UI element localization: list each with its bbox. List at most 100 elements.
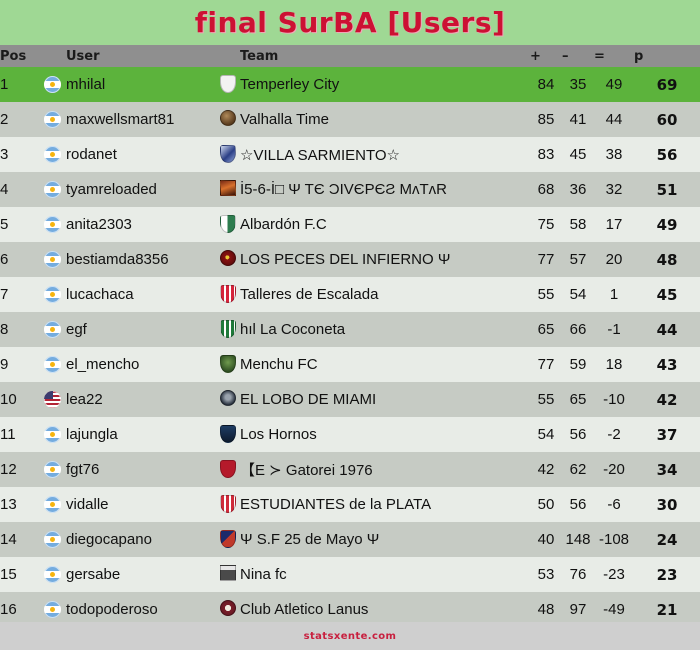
cell-team-name[interactable]: Nina fc: [240, 557, 530, 592]
cell-goals-against: 66: [562, 312, 594, 347]
cell-team-name[interactable]: Talleres de Escalada: [240, 277, 530, 312]
cell-goal-difference: 32: [594, 172, 634, 207]
column-header-minus[interactable]: –: [562, 45, 594, 67]
table-row[interactable]: 16 todopoderoso Club Atletico Lanus 48 97 -49…: [0, 592, 700, 627]
column-header-pos[interactable]: Pos: [0, 45, 38, 67]
cell-team-name[interactable]: Menchu FC: [240, 347, 530, 382]
cell-team-name[interactable]: Valhalla Time: [240, 102, 530, 137]
cell-team-badge: [216, 137, 240, 172]
cell-points: 37: [634, 417, 700, 452]
column-header-points[interactable]: p: [634, 45, 700, 67]
cell-team-name[interactable]: EL LOBO DE MIAMI: [240, 382, 530, 417]
cell-goals-against: 41: [562, 102, 594, 137]
cell-team-name[interactable]: Los Hornos: [240, 417, 530, 452]
cell-flag: [38, 487, 66, 522]
cell-username[interactable]: maxwellsmart81: [66, 102, 216, 137]
cell-username[interactable]: mhilal: [66, 67, 216, 102]
table-row[interactable]: 15 gersabe Nina fc 53 76 -23 23: [0, 557, 700, 592]
cell-username[interactable]: egf: [66, 312, 216, 347]
cell-goal-difference: -1: [594, 312, 634, 347]
cell-position: 15: [0, 557, 38, 592]
cell-goal-difference: 17: [594, 207, 634, 242]
table-row[interactable]: 2 maxwellsmart81 Valhalla Time 85 41 44 60: [0, 102, 700, 137]
cell-goals-for: 48: [530, 592, 562, 627]
cell-username[interactable]: lajungla: [66, 417, 216, 452]
table-row[interactable]: 6 bestiamda8356 LOS PECES DEL INFIERNO Ψ 77…: [0, 242, 700, 277]
flag-argentina-icon: [43, 76, 61, 94]
column-header-plus[interactable]: +: [530, 45, 562, 67]
cell-username[interactable]: gersabe: [66, 557, 216, 592]
cell-goals-for: 53: [530, 557, 562, 592]
cell-username[interactable]: fgt76: [66, 452, 216, 487]
cell-goals-for: 54: [530, 417, 562, 452]
table-row[interactable]: 5 anita2303 Albardón F.C 75 58 17 49: [0, 207, 700, 242]
cell-team-badge: [216, 102, 240, 137]
cell-points: 30: [634, 487, 700, 522]
cell-team-name[interactable]: LOS PECES DEL INFIERNO Ψ: [240, 242, 530, 277]
cell-username[interactable]: bestiamda8356: [66, 242, 216, 277]
cell-team-name[interactable]: 【E ≻ Gatorei 1976: [240, 452, 530, 487]
table-row[interactable]: 1 mhilal Temperley City 84 35 49 69: [0, 67, 700, 102]
cell-flag: [38, 417, 66, 452]
badge-valhalla-icon: [219, 110, 237, 129]
cell-username[interactable]: el_mencho: [66, 347, 216, 382]
cell-goals-against: 56: [562, 487, 594, 522]
badge-gatorei-icon: [219, 460, 237, 479]
table-row[interactable]: 4 tyamreloaded İ5-6-İ□ Ψ ΤЄ ƆIVЄРЄƧ MʌTʌR 6…: [0, 172, 700, 207]
cell-username[interactable]: lucachaca: [66, 277, 216, 312]
cell-goal-difference: 44: [594, 102, 634, 137]
table-header: Pos User Team + – = p: [0, 45, 700, 67]
cell-goals-for: 68: [530, 172, 562, 207]
cell-goals-for: 77: [530, 347, 562, 382]
cell-team-name[interactable]: Ψ S.F 25 de Mayo Ψ: [240, 522, 530, 557]
cell-username[interactable]: diegocapano: [66, 522, 216, 557]
cell-flag: [38, 452, 66, 487]
cell-team-badge: [216, 242, 240, 277]
cell-goals-against: 76: [562, 557, 594, 592]
badge-hornos-icon: [219, 425, 237, 444]
table-row[interactable]: 10 lea22 EL LOBO DE MIAMI 55 65 -10 42: [0, 382, 700, 417]
cell-username[interactable]: vidalle: [66, 487, 216, 522]
cell-username[interactable]: anita2303: [66, 207, 216, 242]
cell-username[interactable]: rodanet: [66, 137, 216, 172]
cell-team-name[interactable]: Club Atletico Lanus: [240, 592, 530, 627]
column-header-user[interactable]: User: [66, 45, 216, 67]
cell-position: 5: [0, 207, 38, 242]
cell-team-name[interactable]: Albardón F.C: [240, 207, 530, 242]
badge-bear-icon: [219, 75, 237, 94]
cell-goal-difference: -6: [594, 487, 634, 522]
cell-goal-difference: -10: [594, 382, 634, 417]
table-row[interactable]: 3 rodanet ☆VILLA SARMIENTO☆ 83 45 38 56: [0, 137, 700, 172]
cell-flag: [38, 102, 66, 137]
table-row[interactable]: 14 diegocapano Ψ S.F 25 de Mayo Ψ 40 148 -108…: [0, 522, 700, 557]
cell-username[interactable]: lea22: [66, 382, 216, 417]
table-row[interactable]: 8 egf һıl La Coconeta 65 66 -1 44: [0, 312, 700, 347]
flag-argentina-icon: [43, 146, 61, 164]
title-bar: final SurBA [Users]: [0, 0, 700, 45]
table-row[interactable]: 9 el_mencho Menchu FC 77 59 18 43: [0, 347, 700, 382]
cell-flag: [38, 207, 66, 242]
flag-argentina-icon: [43, 461, 61, 479]
cell-position: 4: [0, 172, 38, 207]
cell-team-name[interactable]: İ5-6-İ□ Ψ ΤЄ ƆIVЄРЄƧ MʌTʌR: [240, 172, 530, 207]
cell-team-name[interactable]: ☆VILLA SARMIENTO☆: [240, 137, 530, 172]
column-header-team[interactable]: Team: [240, 45, 530, 67]
table-row[interactable]: 7 lucachaca Talleres de Escalada 55 54 1 45: [0, 277, 700, 312]
cell-goals-against: 54: [562, 277, 594, 312]
column-header-equals[interactable]: =: [594, 45, 634, 67]
cell-team-name[interactable]: һıl La Coconeta: [240, 312, 530, 347]
table-row[interactable]: 12 fgt76 【E ≻ Gatorei 1976 42 62 -20 34: [0, 452, 700, 487]
cell-flag: [38, 242, 66, 277]
cell-team-name[interactable]: ESTUDIANTES de la PLATA: [240, 487, 530, 522]
cell-username[interactable]: tyamreloaded: [66, 172, 216, 207]
cell-goals-for: 65: [530, 312, 562, 347]
cell-points: 43: [634, 347, 700, 382]
table-row[interactable]: 11 lajungla Los Hornos 54 56 -2 37: [0, 417, 700, 452]
cell-goals-for: 83: [530, 137, 562, 172]
cell-team-name[interactable]: Temperley City: [240, 67, 530, 102]
cell-username[interactable]: todopoderoso: [66, 592, 216, 627]
cell-goals-against: 148: [562, 522, 594, 557]
cell-flag: [38, 522, 66, 557]
page-title: final SurBA [Users]: [194, 6, 506, 39]
table-row[interactable]: 13 vidalle ESTUDIANTES de la PLATA 50 56 -6 30: [0, 487, 700, 522]
